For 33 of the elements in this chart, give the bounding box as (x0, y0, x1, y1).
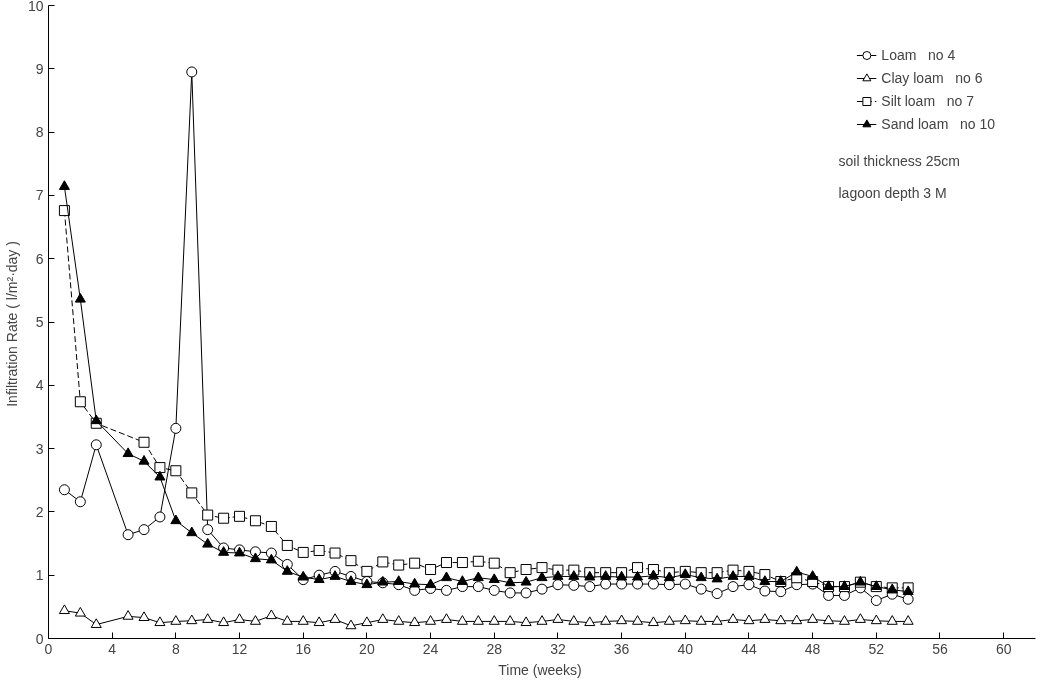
y-tick-label: 7 (35, 187, 44, 204)
x-tick-label: 32 (550, 640, 566, 657)
legend-label: Clay loam no 6 (881, 70, 983, 86)
annotation: soil thickness 25cm (838, 152, 960, 169)
x-tick-label: 8 (171, 640, 180, 657)
x-tick-label: 36 (613, 640, 630, 657)
x-tick-label: 4 (108, 640, 117, 657)
y-tick-label: 4 (35, 377, 44, 394)
x-tick-label: 12 (231, 640, 248, 657)
y-axis-title: Infiltration Rate ( l/m²·day ) (3, 241, 20, 407)
legend-label: Sand loam no 10 (881, 116, 995, 132)
x-tick-label: 40 (677, 640, 694, 657)
y-tick-label: 5 (35, 314, 44, 330)
x-tick-label: 28 (486, 640, 503, 657)
annotation: lagoon depth 3 M (838, 184, 947, 201)
legend-label: Silt loam no 7 (881, 93, 974, 109)
legend-label: Loam no 4 (881, 47, 956, 63)
y-tick-label: 9 (35, 60, 44, 77)
x-tick-label: 20 (359, 640, 375, 657)
y-tick-label: 6 (35, 250, 44, 267)
y-tick-label: 8 (35, 124, 44, 141)
y-tick-label: 2 (35, 503, 44, 520)
x-tick-label: 60 (995, 640, 1012, 657)
x-tick-label: 56 (932, 640, 948, 657)
x-tick-label: 24 (422, 640, 439, 657)
y-tick-label: 10 (27, 0, 44, 14)
y-tick-label: 1 (35, 567, 44, 584)
x-tick-label: 44 (741, 640, 757, 657)
x-axis-title: Time (weeks) (498, 661, 582, 678)
x-tick-label: 16 (295, 640, 312, 657)
y-tick-label: 3 (35, 440, 44, 457)
x-tick-label: 52 (868, 640, 885, 657)
x-tick-label: 48 (804, 640, 821, 657)
